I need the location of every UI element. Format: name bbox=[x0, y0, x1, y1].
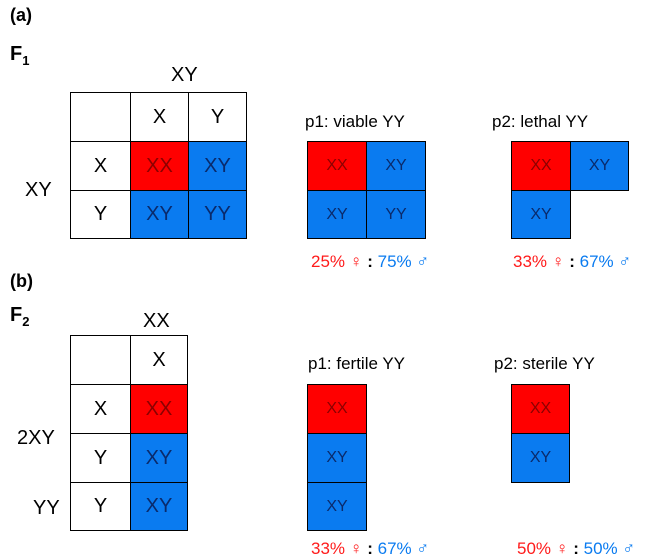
male-ratio: 67% ♂ bbox=[377, 539, 430, 558]
male-ratio: 50% ♂ bbox=[583, 539, 636, 558]
offspring-cell-xy: XY bbox=[570, 141, 629, 191]
male-ratio: 75% ♂ bbox=[377, 252, 430, 271]
generation-letter: F bbox=[10, 43, 23, 65]
panel-a-tag: (a) bbox=[10, 5, 32, 25]
punnett-cell-xy: XY bbox=[130, 482, 188, 531]
offspring-cell-xy: XY bbox=[307, 190, 367, 239]
punnett-col-header: Y bbox=[188, 92, 247, 142]
female-ratio: 33% ♀ bbox=[311, 539, 363, 558]
female-ratio: 33% ♀ bbox=[513, 252, 565, 271]
offspring-cell-xx: XX bbox=[307, 141, 367, 191]
female-ratio: 25% ♀ bbox=[311, 252, 363, 271]
male-ratio: 67% ♂ bbox=[579, 252, 632, 271]
punnett-cell-xx: XX bbox=[130, 141, 189, 191]
p2-lethal-title: p2: lethal YY bbox=[492, 112, 589, 131]
panel-b-generation: F2 bbox=[10, 305, 29, 328]
punnett-cell-xy: XY bbox=[130, 433, 188, 483]
punnett-corner-cell bbox=[70, 335, 131, 385]
ratio-separator: : bbox=[367, 252, 373, 271]
panel-a-generation: F1 bbox=[10, 44, 29, 67]
ratio-separator: : bbox=[569, 252, 575, 271]
p1-fertile-title: p1: fertile YY bbox=[308, 354, 406, 373]
offspring-cell-xx: XX bbox=[511, 141, 571, 191]
punnett-col-header: X bbox=[130, 92, 189, 142]
punnett-cell-xx: XX bbox=[130, 384, 188, 434]
punnett-cell-yy: YY bbox=[188, 190, 247, 239]
punnett-row-header: X bbox=[70, 384, 131, 434]
p2-sterile-ratio: 50% ♀ : 50% ♂ bbox=[517, 540, 635, 557]
p2-lethal-ratio: 33% ♀ : 67% ♂ bbox=[513, 253, 631, 270]
punnett-row-header: X bbox=[70, 141, 131, 191]
offspring-cell-xy: XY bbox=[511, 433, 570, 483]
panel-b-tag: (b) bbox=[10, 271, 33, 291]
row-parent-label-yy: YY bbox=[33, 497, 60, 519]
punnett-row-header: Y bbox=[70, 433, 131, 483]
punnett-cell-xy: XY bbox=[188, 141, 247, 191]
p1-fertile-ratio: 33% ♀ : 67% ♂ bbox=[311, 540, 429, 557]
p2-sterile-title: p2: sterile YY bbox=[494, 354, 595, 373]
ratio-separator: : bbox=[573, 539, 579, 558]
offspring-cell-xx: XX bbox=[307, 384, 367, 434]
ratio-separator: : bbox=[367, 539, 373, 558]
punnett-row-header: Y bbox=[70, 482, 131, 531]
row-parent-label: XY bbox=[25, 179, 52, 201]
row-parent-label-2xy: 2XY bbox=[17, 427, 55, 449]
generation-letter: F bbox=[10, 304, 23, 326]
offspring-cell-xy: XY bbox=[307, 482, 367, 531]
offspring-cell-xy: XY bbox=[366, 141, 426, 191]
offspring-cell-xy: XY bbox=[307, 433, 367, 483]
offspring-cell-xx: XX bbox=[511, 384, 570, 434]
column-parent-label: XY bbox=[171, 64, 198, 86]
column-parent-label: XX bbox=[143, 310, 170, 332]
female-ratio: 50% ♀ bbox=[517, 539, 569, 558]
offspring-cell-yy: YY bbox=[366, 190, 426, 239]
p1-viable-title: p1: viable YY bbox=[305, 112, 405, 131]
punnett-col-header: X bbox=[130, 335, 188, 385]
generation-subscript: 1 bbox=[22, 53, 30, 68]
punnett-row-header: Y bbox=[70, 190, 131, 239]
offspring-cell-xy: XY bbox=[511, 190, 571, 239]
p1-viable-ratio: 25% ♀ : 75% ♂ bbox=[311, 253, 429, 270]
generation-subscript: 2 bbox=[22, 314, 30, 329]
punnett-cell-xy: XY bbox=[130, 190, 189, 239]
punnett-corner-cell bbox=[70, 92, 131, 142]
